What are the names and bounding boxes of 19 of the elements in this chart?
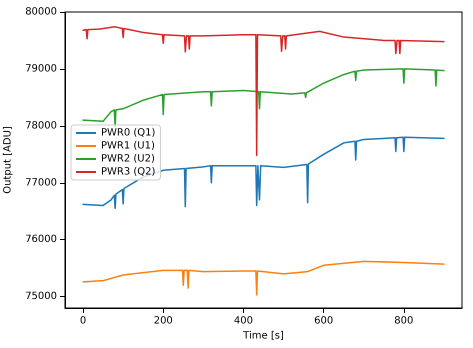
- x-axis-title: Time [s]: [242, 330, 284, 342]
- legend-label: PWR2 (U2): [101, 154, 155, 164]
- y-tick-label: 79000: [25, 63, 57, 74]
- legend-label: PWR0 (Q1): [101, 128, 156, 138]
- line-series: [82, 136, 445, 210]
- x-tick-label: 400: [234, 316, 253, 326]
- y-tick-label: 76000: [25, 234, 57, 246]
- y-tick-label: 77000: [25, 177, 57, 188]
- y-tick-label: 75000: [25, 291, 57, 302]
- x-tick-label: 600: [314, 316, 334, 326]
- y-axis-title: Output [ADU]: [2, 126, 14, 194]
- legend-label: PWR3 (Q2): [101, 166, 156, 178]
- x-tick-label: 800: [394, 316, 414, 326]
- y-tick-label: 78000: [25, 120, 57, 132]
- x-tick-label: 200: [154, 316, 173, 326]
- x-tick-label: 0: [80, 316, 86, 326]
- line-series: [82, 260, 445, 296]
- y-tick-label: 80000: [25, 6, 57, 18]
- legend-label: PWR1 (U1): [101, 140, 155, 152]
